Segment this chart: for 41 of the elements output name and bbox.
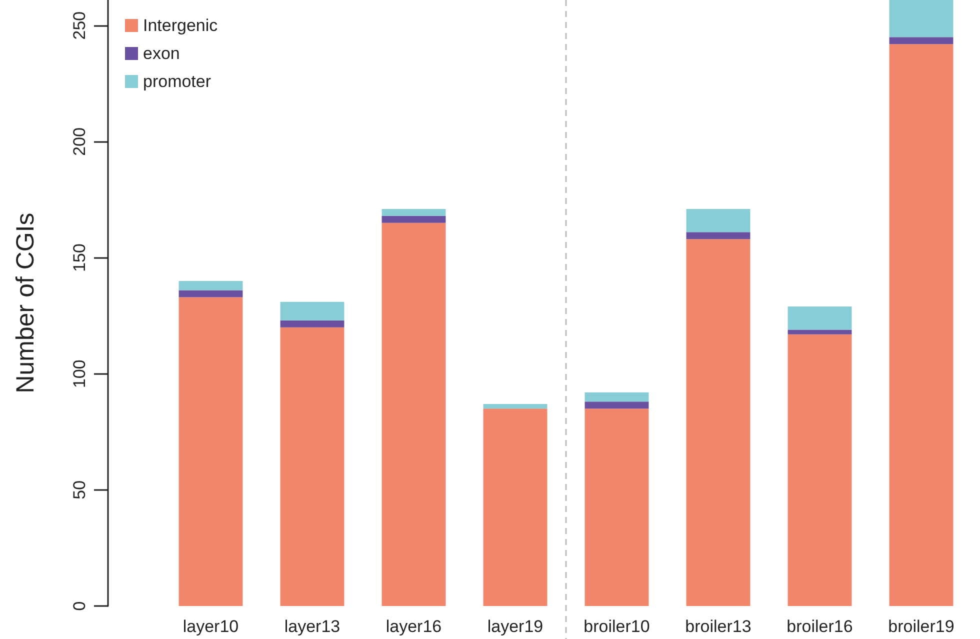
x-tick-label: layer10 [182,617,239,636]
y-tick-label: 0 [70,601,89,611]
x-tick-label: layer13 [284,617,340,636]
x-tick-label: layer16 [386,617,442,636]
bar [686,208,750,232]
y-tick-label: 150 [70,244,89,272]
x-tick-label: broiler13 [685,617,752,636]
x-tick-label: broiler10 [584,617,650,636]
y-tick-label: 50 [70,480,89,500]
x-tick-label: layer19 [487,617,544,636]
legend-label: exon [143,44,180,63]
bar [686,239,750,606]
bar [178,280,243,290]
bar [483,408,548,606]
bar [584,392,649,402]
bar [483,404,548,409]
bar [686,232,750,240]
bar [788,330,852,334]
bar [889,0,954,38]
bar [178,290,243,298]
legend-label: promoter [143,72,212,91]
bar [889,37,954,44]
y-tick-label: 100 [70,360,89,388]
bar [280,302,344,320]
x-tick-label: broiler16 [786,617,853,636]
y-tick-label: 200 [70,127,89,156]
x-tick-label: broiler19 [888,617,954,636]
bar [889,44,954,606]
y-tick-label: 250 [70,11,89,40]
bar [584,408,649,606]
y-axis-title: Number of CGIs [12,212,40,394]
legend-label: Intergenic [143,16,218,35]
bar [788,306,852,330]
bar [584,402,649,409]
bar [280,327,344,606]
bar [382,216,446,223]
bar [788,334,852,606]
bar [382,208,446,216]
bar [178,297,243,606]
bar [382,222,446,606]
bar [280,320,344,328]
